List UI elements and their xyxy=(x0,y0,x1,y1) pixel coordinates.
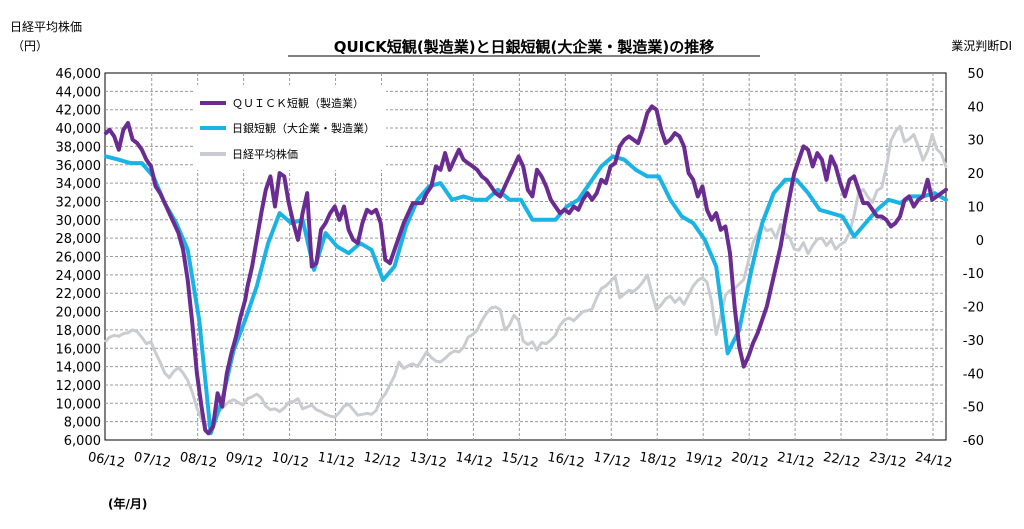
left-axis-label: 日経平均株価 xyxy=(10,19,82,34)
x-axis: 06/12 07/12 08/12 09/12 10/12 11/12 12/12 13/12… xyxy=(87,450,954,471)
x-tick-label: 17/12 xyxy=(592,450,632,471)
chart-title: QUICK短観(製造業)と日銀短観(大企業・製造業)の推移 xyxy=(334,38,715,56)
x-tick-label: 22/12 xyxy=(822,450,862,471)
left-tick-label: 24,000 xyxy=(56,269,102,284)
left-tick-label: 32,000 xyxy=(56,195,102,210)
x-unit-label: (年/月) xyxy=(108,496,147,511)
series-line-quick xyxy=(103,104,948,436)
right-tick-label: 30 xyxy=(967,134,984,149)
x-tick-label: 20/12 xyxy=(730,450,770,471)
left-tick-label: 10,000 xyxy=(56,397,102,412)
x-tick-label: 15/12 xyxy=(500,450,540,471)
legend-label-boj: 日銀短観（大企業・製造業） xyxy=(232,121,375,135)
left-axis-unit: （円） xyxy=(12,39,48,53)
left-tick-label: 14,000 xyxy=(56,361,102,376)
left-tick-label: 42,000 xyxy=(56,104,102,119)
left-tick-label: 46,000 xyxy=(56,67,102,82)
right-axis: -60 -50 -40 -30 -20 -10 0 10 20 30 40 50 xyxy=(963,67,984,449)
left-tick-label: 26,000 xyxy=(56,251,102,266)
right-axis-label: 業況判断DI xyxy=(951,38,1012,53)
left-tick-label: 12,000 xyxy=(56,379,102,394)
left-tick-label: 6,000 xyxy=(64,434,101,449)
left-tick-label: 40,000 xyxy=(56,122,102,137)
right-tick-label: -60 xyxy=(963,434,984,449)
series-line-nikkei xyxy=(104,124,948,427)
left-tick-label: 22,000 xyxy=(56,287,102,302)
right-tick-label: 40 xyxy=(967,100,984,115)
x-tick-label: 10/12 xyxy=(270,450,310,471)
x-tick-label: 08/12 xyxy=(179,450,219,471)
left-tick-label: 28,000 xyxy=(56,232,102,247)
legend-label-nikkei: 日経平均株価 xyxy=(232,147,298,161)
right-tick-label: 50 xyxy=(967,67,984,82)
x-tick-label: 07/12 xyxy=(133,450,173,471)
legend-label-quick: ＱＵＩＣＫ短観（製造業） xyxy=(232,96,364,110)
left-tick-label: 38,000 xyxy=(56,140,102,155)
x-tick-label: 06/12 xyxy=(87,450,127,471)
x-tick-label: 23/12 xyxy=(868,450,908,471)
right-tick-label: 0 xyxy=(976,234,984,249)
x-tick-label: 13/12 xyxy=(408,450,448,471)
left-tick-label: 16,000 xyxy=(56,342,102,357)
x-tick-label: 09/12 xyxy=(224,450,264,471)
right-tick-label: -10 xyxy=(963,267,984,282)
left-axis: 6,000 8,000 10,000 12,000 14,000 16,000 18,000… xyxy=(56,67,102,449)
right-tick-label: 20 xyxy=(967,167,984,182)
x-tick-label: 16/12 xyxy=(546,450,586,471)
x-tick-label: 12/12 xyxy=(362,450,402,471)
left-tick-label: 30,000 xyxy=(56,214,102,229)
left-tick-label: 8,000 xyxy=(64,416,101,431)
right-tick-label: -50 xyxy=(963,401,984,416)
left-tick-label: 18,000 xyxy=(56,324,102,339)
series-line-boj xyxy=(103,154,948,436)
left-tick-label: 34,000 xyxy=(56,177,102,192)
right-tick-label: -30 xyxy=(963,334,984,349)
x-tick-label: 11/12 xyxy=(316,450,356,471)
x-tick-label: 19/12 xyxy=(684,450,724,471)
right-tick-label: -40 xyxy=(963,367,984,382)
series-layer xyxy=(103,104,948,436)
right-tick-label: 10 xyxy=(967,200,984,215)
x-tick-label: 24/12 xyxy=(914,450,954,471)
x-tick-label: 14/12 xyxy=(454,450,494,471)
x-tick-label: 18/12 xyxy=(638,450,678,471)
right-tick-label: -20 xyxy=(963,301,984,316)
legend: ＱＵＩＣＫ短観（製造業） 日銀短観（大企業・製造業） 日経平均株価 xyxy=(193,85,386,170)
left-tick-label: 20,000 xyxy=(56,306,102,321)
x-tick-label: 21/12 xyxy=(776,450,816,471)
left-tick-label: 36,000 xyxy=(56,159,102,174)
left-tick-label: 44,000 xyxy=(56,85,102,100)
